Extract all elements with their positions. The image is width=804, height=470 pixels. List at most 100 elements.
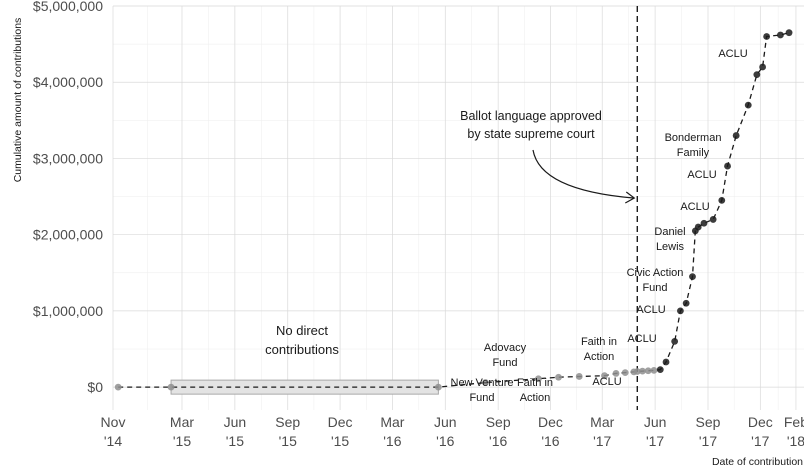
event-label-line-1: Ballot language approved — [460, 109, 602, 123]
data-point-24 — [709, 216, 717, 223]
data-point-0 — [114, 383, 122, 391]
data-point-8 — [612, 370, 620, 377]
annotation-13-line-0: ACLU — [718, 48, 747, 60]
annotation-4-line-1: Action — [584, 351, 615, 363]
grid-major — [112, 5, 804, 410]
cumulative-line — [118, 32, 790, 388]
x-axis-ticks: Nov '14 Mar '15 Jun '15 Sep '15 Dec '15 Mar '16 Jun '… — [101, 414, 804, 449]
x-tick-month-7: Sep — [486, 414, 511, 430]
x-tick-month-13: Feb — [784, 414, 804, 430]
data-point-23 — [700, 219, 708, 227]
data-point-5 — [555, 373, 562, 381]
x-tick-month-1: Mar — [170, 414, 194, 430]
x-tick-month-8: Dec — [538, 414, 563, 430]
annotation-0-line-1: contributions — [265, 342, 339, 357]
y-tick-label-2: $2,000,000 — [33, 227, 103, 243]
annotation-5-line-0: ACLU — [592, 376, 621, 388]
annotation-11-line-0: ACLU — [687, 169, 716, 181]
y-tick-label-5: $5,000,000 — [33, 0, 103, 14]
x-tick-month-10: Jun — [644, 414, 667, 430]
data-point-30 — [759, 63, 767, 71]
annotation-7-line-0: ACLU — [636, 304, 665, 316]
annotation-2-line-0: New Venture — [451, 377, 514, 389]
y-tick-label-4: $4,000,000 — [33, 74, 103, 90]
annotation-1-line-0: Adovacy — [484, 342, 527, 354]
x-tick-year-10: '17 — [646, 433, 664, 449]
data-point-25 — [718, 196, 726, 204]
annotations: No direct contributions Adovacy Fund New Ven… — [265, 48, 748, 404]
x-axis-title: Date of contribution — [712, 456, 803, 468]
data-point-33 — [785, 29, 793, 37]
x-tick-month-0: Nov — [101, 414, 126, 430]
x-tick-year-11: '17 — [699, 433, 717, 449]
data-point-11 — [633, 368, 641, 375]
x-tick-year-5: '16 — [383, 433, 401, 449]
x-tick-month-9: Mar — [590, 414, 614, 430]
annotation-2-line-1: Fund — [469, 392, 494, 404]
annotation-3-line-0: Faith in — [517, 377, 553, 389]
y-tick-label-1: $1,000,000 — [33, 303, 103, 319]
data-point-2 — [434, 383, 442, 391]
y-axis-title: Cumulative amount of contributions — [12, 18, 24, 183]
data-point-32 — [777, 31, 784, 39]
x-tick-year-8: '16 — [541, 433, 559, 449]
annotation-6-line-0: ACLU — [627, 333, 656, 345]
x-tick-year-9: '17 — [593, 433, 611, 449]
data-point-12 — [639, 367, 646, 375]
x-tick-year-4: '15 — [331, 433, 349, 449]
data-point-14 — [650, 366, 658, 374]
annotation-10-line-0: ACLU — [680, 201, 709, 213]
y-tick-label-0: $0 — [87, 379, 103, 395]
data-point-31 — [763, 33, 771, 40]
annotation-1-line-1: Fund — [492, 357, 517, 369]
grid-minor — [113, 6, 804, 410]
data-point-26 — [724, 162, 731, 170]
x-tick-month-12: Dec — [748, 414, 773, 430]
data-point-20 — [689, 273, 696, 281]
data-point-19 — [682, 299, 690, 307]
data-point-9 — [621, 369, 629, 377]
data-point-17 — [671, 337, 679, 345]
contribution-points — [114, 29, 793, 391]
x-tick-month-2: Jun — [224, 414, 247, 430]
annotation-0-line-0: No direct — [276, 323, 328, 338]
event-label-line-2: by state supreme court — [467, 127, 595, 141]
x-tick-month-6: Jun — [434, 414, 457, 430]
x-tick-year-2: '15 — [226, 433, 244, 449]
data-point-22 — [694, 223, 702, 231]
annotation-12-line-1: Family — [677, 147, 710, 159]
data-point-6 — [575, 373, 583, 380]
annotation-9-line-1: Lewis — [656, 241, 685, 253]
event-arrow — [532, 149, 634, 199]
x-tick-year-12: '17 — [751, 433, 769, 449]
x-tick-month-5: Mar — [380, 414, 404, 430]
annotation-8-line-1: Fund — [642, 282, 667, 294]
data-point-7 — [601, 372, 608, 380]
annotation-12-line-0: Bonderman — [665, 132, 722, 144]
data-point-27 — [732, 132, 740, 139]
x-tick-year-7: '16 — [489, 433, 507, 449]
x-tick-month-11: Sep — [696, 414, 721, 430]
data-point-1 — [167, 383, 175, 391]
annotation-8-line-0: Civic Action — [627, 267, 684, 279]
annotation-4-line-0: Faith in — [581, 336, 617, 348]
annotation-9-line-0: Daniel — [654, 226, 685, 238]
x-tick-year-0: '14 — [104, 433, 122, 449]
x-tick-month-4: Dec — [328, 414, 353, 430]
x-tick-year-1: '15 — [173, 433, 191, 449]
y-axis-ticks: $0 $1,000,000 $2,000,000 $3,000,000 $4,000,0… — [33, 0, 103, 395]
x-tick-year-3: '15 — [279, 433, 297, 449]
data-point-16 — [662, 358, 670, 366]
y-tick-label-3: $3,000,000 — [33, 150, 103, 166]
x-tick-month-3: Sep — [275, 414, 300, 430]
data-point-28 — [744, 101, 752, 109]
annotation-3-line-1: Action — [520, 392, 551, 404]
data-point-15 — [656, 366, 664, 373]
data-point-3 — [482, 379, 489, 386]
data-point-29 — [753, 71, 761, 79]
data-point-13 — [644, 367, 652, 375]
x-tick-year-6: '16 — [436, 433, 454, 449]
event-arrowhead — [624, 191, 636, 204]
x-tick-year-13: '18 — [787, 433, 804, 449]
